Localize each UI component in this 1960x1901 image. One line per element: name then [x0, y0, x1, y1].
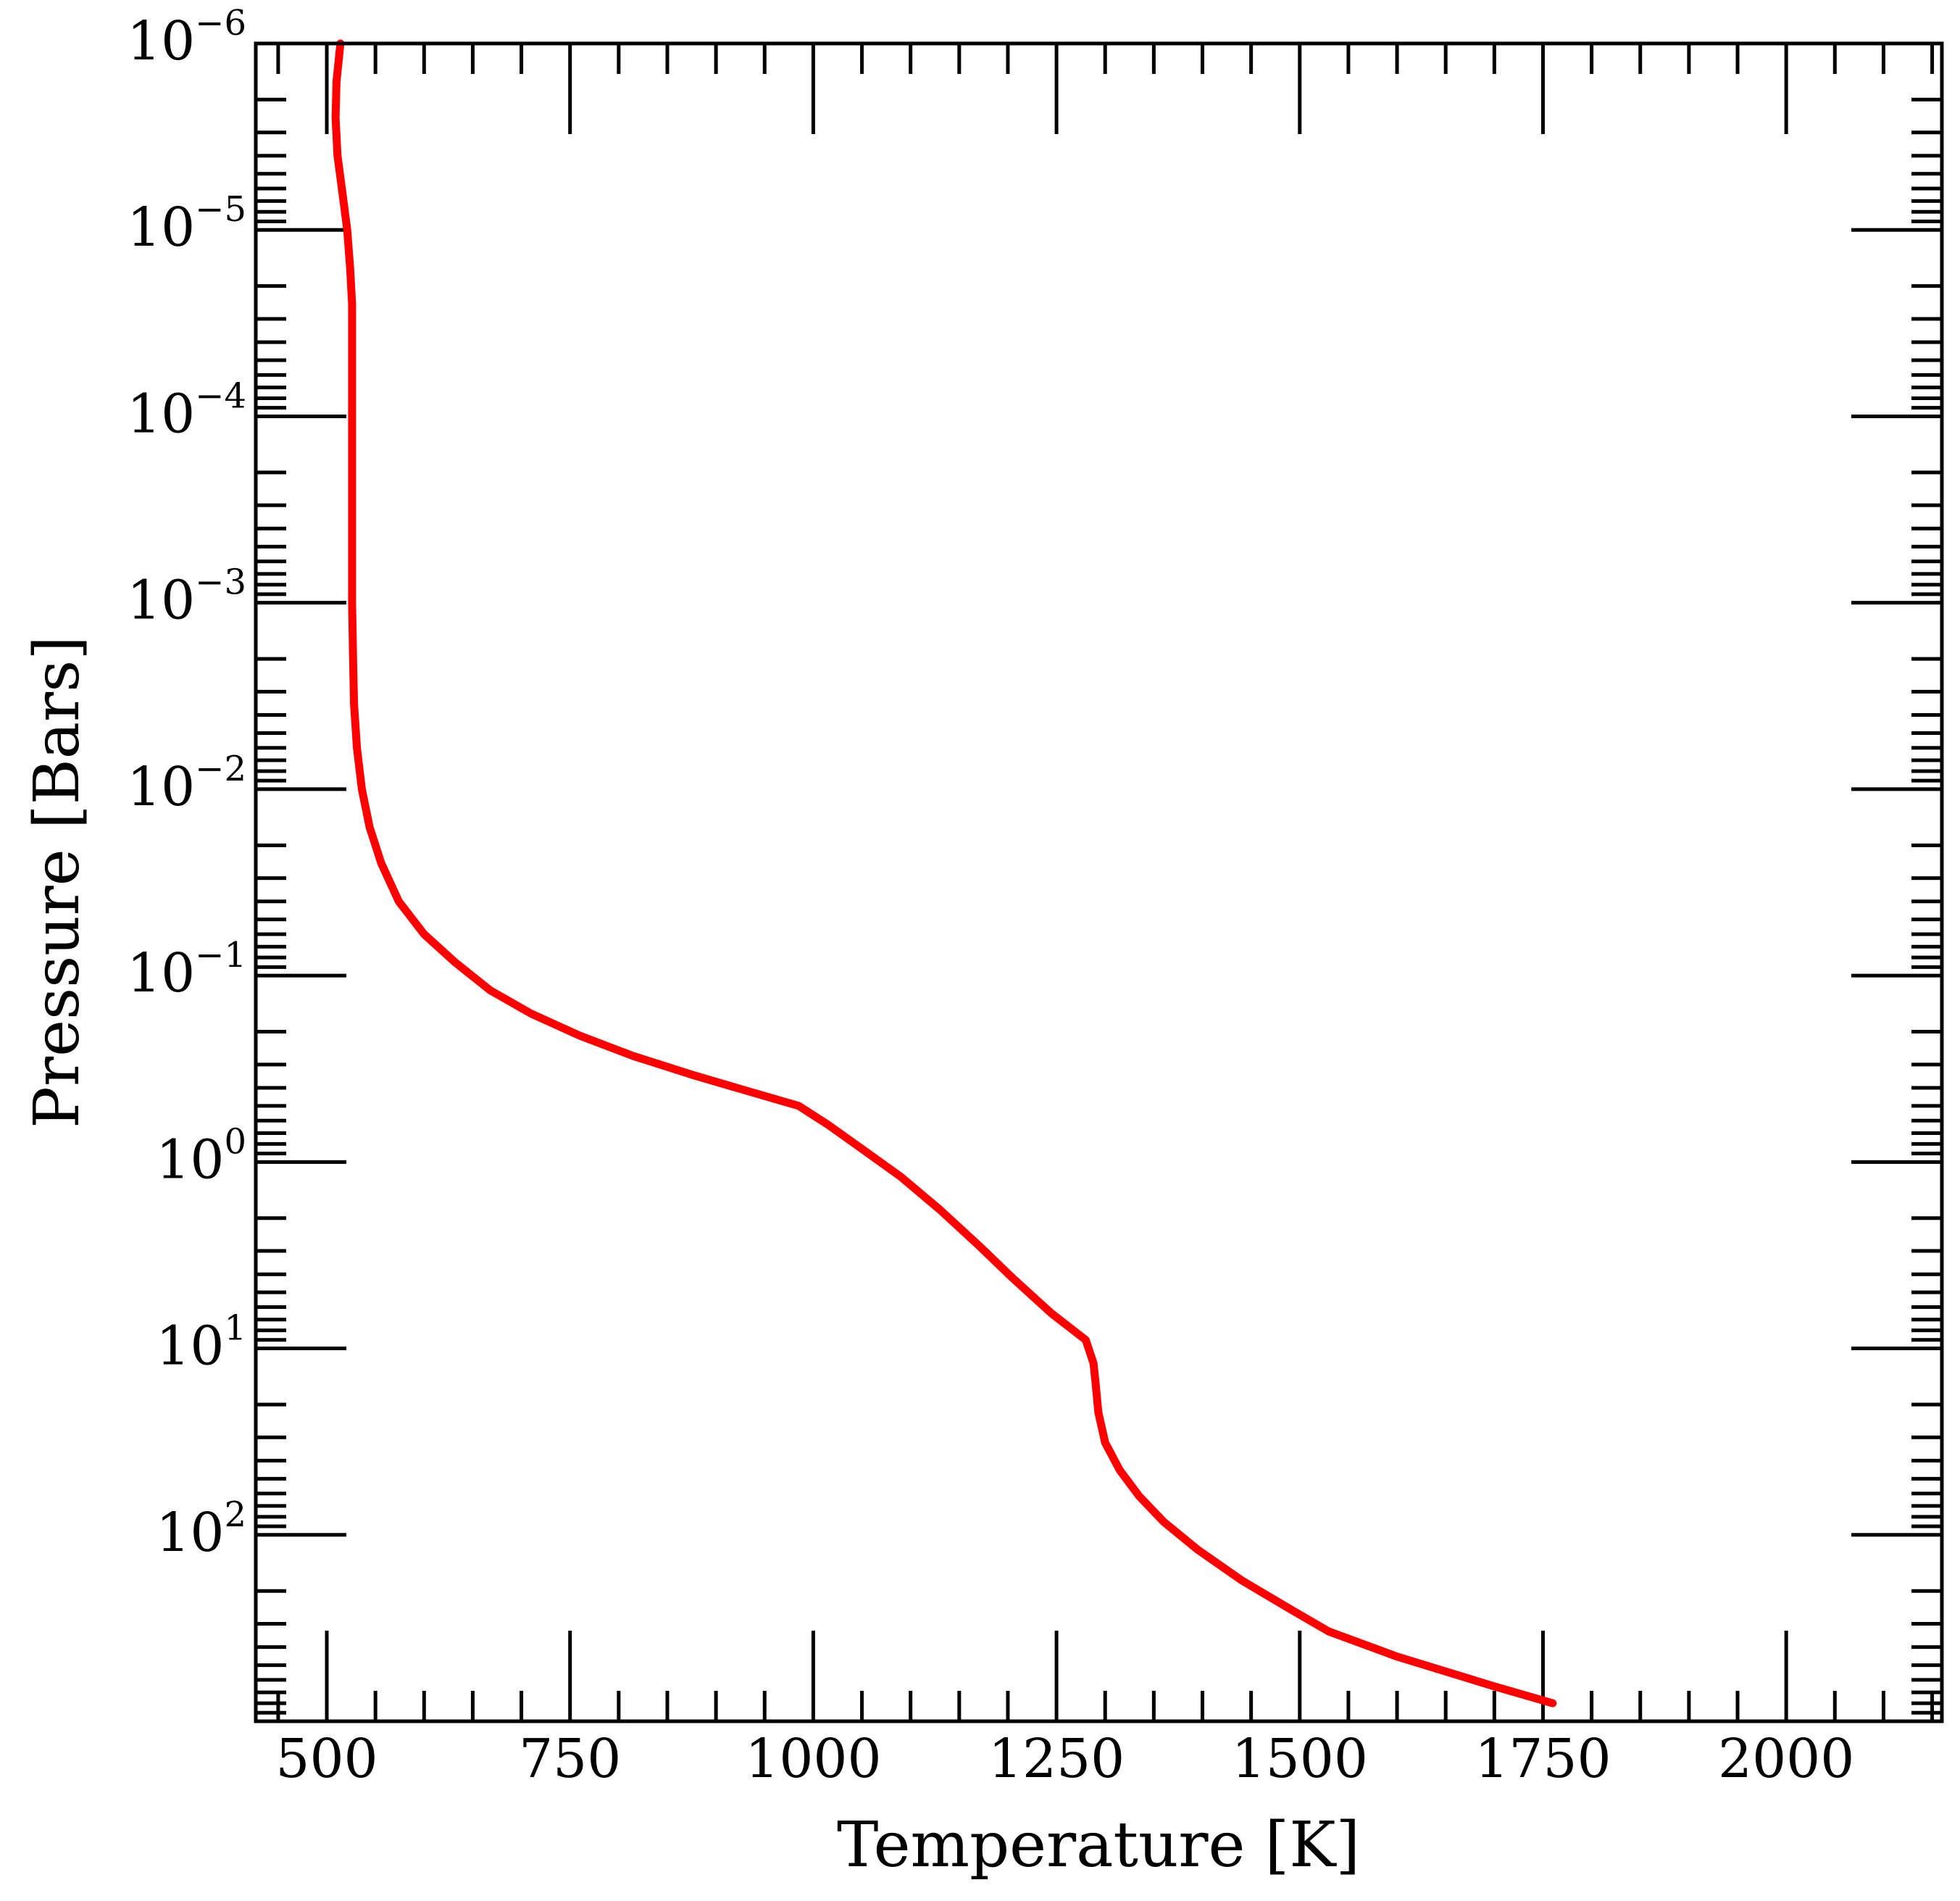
y-tick-label: 10−5	[127, 189, 246, 259]
y-tick-label: 100	[156, 1121, 246, 1191]
y-tick-label: 101	[156, 1308, 246, 1378]
axis-ticks	[256, 41, 1942, 1723]
y-tick-label: 10−3	[127, 562, 246, 632]
plot-frame	[254, 41, 1944, 1723]
x-tick-label: 1750	[1475, 1728, 1611, 1790]
x-tick-label: 1000	[745, 1728, 881, 1790]
y-tick-label: 10−2	[127, 749, 246, 818]
x-tick-label: 1500	[1232, 1728, 1368, 1790]
x-tick-label: 1250	[988, 1728, 1125, 1790]
series-layer	[331, 39, 1557, 1707]
y-axis-title: Pressure [Bars]	[21, 636, 93, 1128]
y-tick-label: 102	[156, 1494, 246, 1564]
x-tick-label: 500	[275, 1728, 378, 1790]
temperature-profile-line	[331, 39, 1557, 1707]
x-tick-label: 2000	[1718, 1728, 1854, 1790]
y-tick-labels: 10−6 10−5 10−4 10−3 10−2 10−1 100 101 102	[127, 3, 246, 1564]
x-tick-label: 750	[519, 1728, 621, 1790]
y-tick-label: 10−4	[127, 375, 246, 445]
x-tick-labels: 500 750 1000 1250 1500 1750 2000	[275, 1728, 1854, 1790]
x-axis-title: Temperature [K]	[837, 1809, 1360, 1881]
y-tick-label: 10−1	[127, 935, 246, 1004]
y-tick-label: 10−6	[127, 3, 246, 72]
